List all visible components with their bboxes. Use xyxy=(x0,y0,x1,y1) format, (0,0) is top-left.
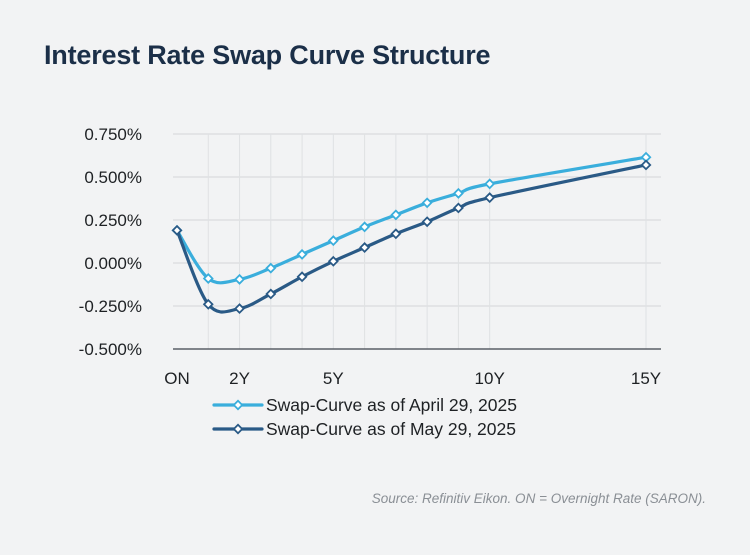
series-1-point xyxy=(327,235,339,247)
series-1-point xyxy=(484,178,496,190)
series-1-point xyxy=(421,197,433,209)
legend-marker-2 xyxy=(232,423,244,435)
series-1-point xyxy=(234,273,246,285)
series-1-point xyxy=(359,221,371,233)
x-tick-label: 15Y xyxy=(631,369,661,388)
y-tick-label: -0.500% xyxy=(79,340,142,359)
series-2-point xyxy=(202,298,214,310)
legend-marker-1 xyxy=(232,399,244,411)
series-2-point xyxy=(640,159,652,171)
legend-label-1: Swap-Curve as of April 29, 2025 xyxy=(266,395,517,415)
series-2-point xyxy=(359,242,371,253)
source-note: Source: Refinitiv Eikon. ON = Overnight … xyxy=(371,491,706,506)
y-tick-label: 0.500% xyxy=(84,168,142,187)
series-1-point xyxy=(265,262,277,274)
chart-title: Interest Rate Swap Curve Structure xyxy=(44,40,491,70)
series-1-point xyxy=(202,273,214,284)
series-2-point xyxy=(265,288,277,300)
series-1-point xyxy=(390,209,402,221)
x-tick-label: 5Y xyxy=(323,369,344,388)
series-2-point xyxy=(171,224,183,236)
series-2-point xyxy=(296,271,308,283)
series-1-point xyxy=(452,187,464,199)
legend-label-2: Swap-Curve as of May 29, 2025 xyxy=(266,419,516,439)
y-tick-label: 0.000% xyxy=(84,254,142,273)
series-2-point xyxy=(234,303,246,315)
y-tick-label: -0.250% xyxy=(79,297,142,316)
series-1-point xyxy=(296,248,308,260)
y-tick-label: 0.750% xyxy=(84,125,142,144)
x-tick-label: 10Y xyxy=(475,369,505,388)
series-2-point xyxy=(390,228,402,240)
series-line-2 xyxy=(175,163,648,314)
y-tick-label: 0.250% xyxy=(84,211,142,230)
series-2-point xyxy=(452,202,464,214)
series-2-point xyxy=(421,216,433,228)
x-tick-label: 2Y xyxy=(229,369,250,388)
x-tick-label: ON xyxy=(164,369,190,388)
series-2-point xyxy=(327,255,339,267)
series-2-point xyxy=(484,192,496,204)
